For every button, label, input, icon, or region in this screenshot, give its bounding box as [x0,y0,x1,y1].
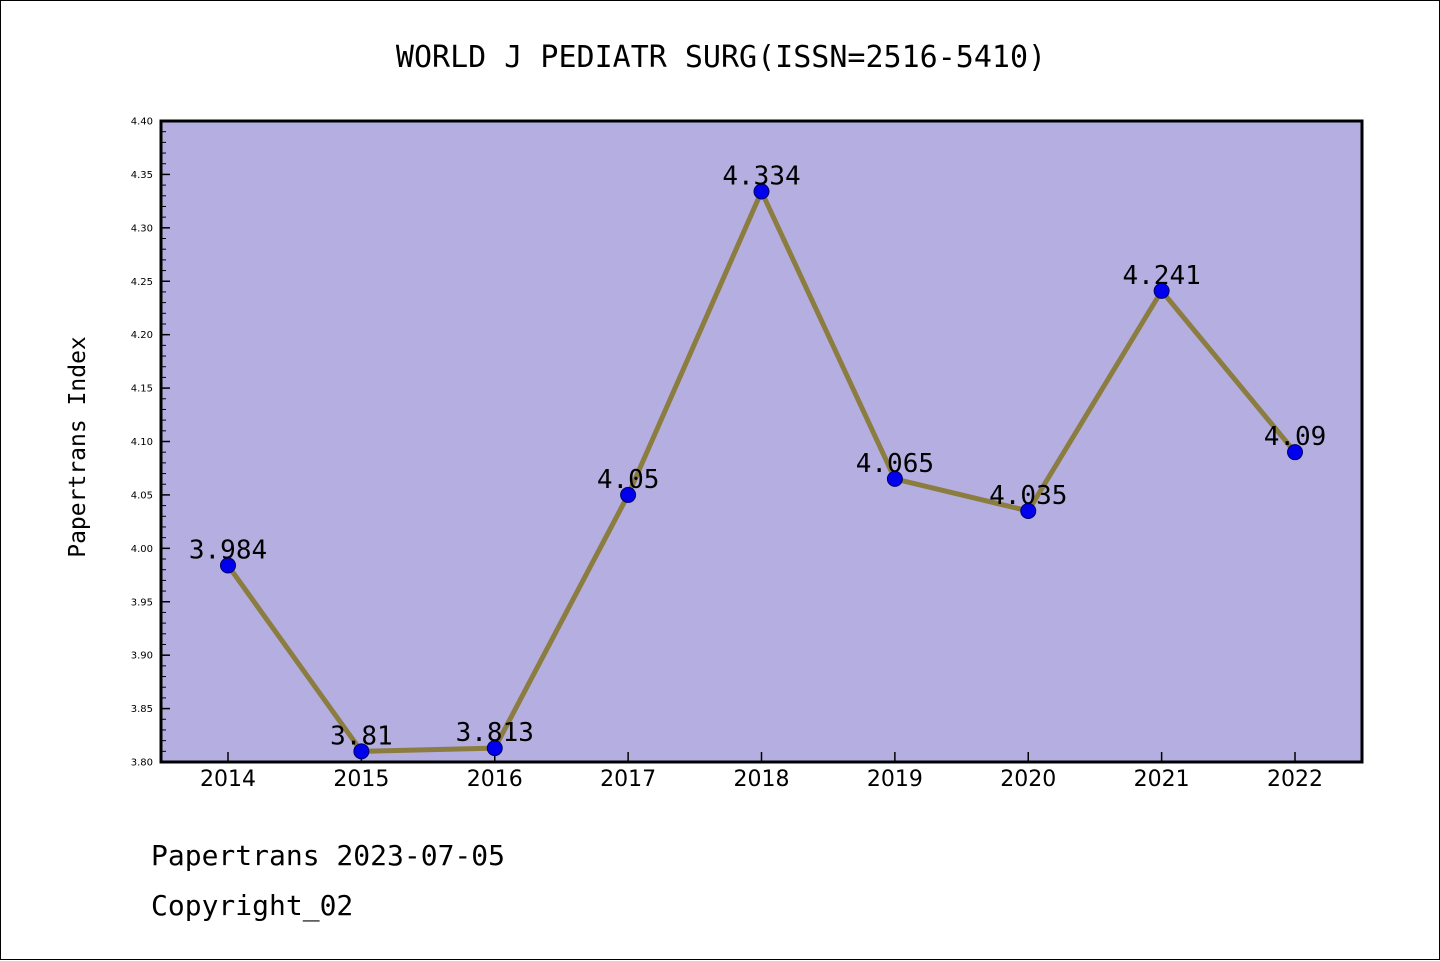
x-axis: 2014 2015 2016 2017 2018 2019 2020 2021 2022 [200,752,1323,792]
y-tick-label: 4.25 [131,277,153,288]
y-tick-label: 4.30 [131,223,153,234]
footer-date-text: Papertrans 2023-07-05 [151,839,505,872]
data-point-marker [1287,444,1303,461]
chart-title: WORLD J PEDIATR SURG(ISSN=2516-5410) [396,40,1046,75]
y-tick-label: 4.15 [131,384,153,395]
y-tick-label: 4.20 [131,330,153,341]
y-tick-label: 3.85 [131,704,153,715]
data-label: 4.065 [856,449,934,479]
data-label: 4.334 [722,162,800,192]
data-labels: 3.984 3.81 3.813 4.05 4.334 4.065 4.035 4.241 4.… [189,162,1326,752]
y-tick-label: 3.90 [131,651,153,662]
x-tick-label: 2014 [200,767,256,792]
data-point-marker [353,743,370,760]
x-tick-label: 2021 [1134,767,1190,792]
x-tick-label: 2019 [867,767,923,792]
data-point-marker [220,557,236,574]
x-tick-label: 2018 [734,767,790,792]
data-label: 3.813 [456,718,534,748]
x-tick-label: 2017 [600,767,656,792]
data-markers [220,183,1303,760]
data-label: 4.09 [1264,422,1327,452]
data-point-marker [886,470,903,487]
data-point-marker [753,183,770,200]
footer-copyright-text: Copyright_02 [151,889,353,923]
data-point-marker [620,486,637,503]
x-tick-label: 2015 [333,767,389,792]
data-label: 4.241 [1122,261,1200,291]
y-tick-label: 4.10 [131,437,153,448]
data-point-marker [486,740,503,757]
y-tick-label: 4.40 [131,117,153,128]
data-label: 4.035 [989,481,1067,511]
data-point-marker [1020,502,1037,519]
plot-area [161,121,1362,762]
data-label: 3.81 [330,721,393,751]
x-tick-label: 2016 [467,767,523,792]
y-tick-label: 3.95 [131,597,153,608]
x-tick-label: 2022 [1267,767,1323,792]
y-axis-label: Papertrans Index [65,336,91,558]
y-tick-label: 3.80 [131,758,153,769]
plot-border [159,119,1364,764]
y-tick-label: 4.05 [131,490,153,501]
data-point-marker [1153,282,1170,299]
y-tick-label: 4.00 [131,544,153,555]
data-label: 4.05 [597,465,660,495]
data-label: 3.984 [189,535,267,565]
x-tick-label: 2020 [1000,767,1056,792]
y-tick-label: 4.35 [131,170,153,181]
